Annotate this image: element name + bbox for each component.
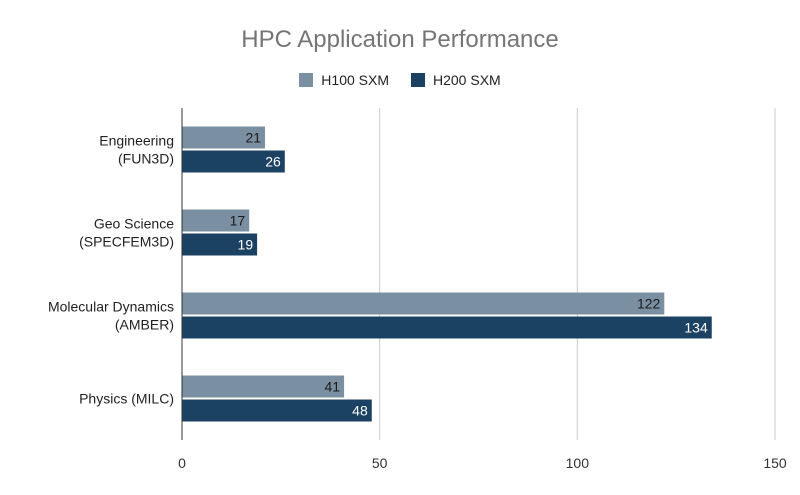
data-label-h200-1: 19 <box>238 237 254 253</box>
x-tick-label-3: 150 <box>763 455 787 471</box>
data-label-h100-1: 17 <box>230 213 246 229</box>
legend-label-h200: H200 SXM <box>433 72 501 88</box>
legend-item-h100: H100 SXM <box>299 72 389 88</box>
x-tick-label-2: 100 <box>566 455 590 471</box>
x-tick-label-0: 0 <box>178 455 186 471</box>
bar-h200-1 <box>182 233 258 256</box>
bar-h200-0 <box>182 150 285 173</box>
category-label-2-1: (AMBER) <box>115 317 174 333</box>
chart-title: HPC Application Performance <box>241 26 559 53</box>
data-label-h200-2: 134 <box>684 320 708 336</box>
data-label-h200-3: 48 <box>352 403 368 419</box>
category-label-1-0: Geo Science <box>94 216 174 232</box>
bar-h100-3 <box>182 375 345 398</box>
category-label-1-1: (SPECFEM3D) <box>79 234 174 250</box>
category-label-0-1: (FUN3D) <box>118 151 174 167</box>
legend-item-h200: H200 SXM <box>411 72 501 88</box>
bar-h200-2 <box>182 316 712 339</box>
legend-label-h100: H100 SXM <box>321 72 389 88</box>
bar-h200-3 <box>182 399 372 422</box>
data-label-h200-0: 26 <box>265 154 281 170</box>
category-label-0-0: Engineering <box>99 133 174 149</box>
legend: H100 SXM H200 SXM <box>0 72 800 88</box>
legend-swatch-h200 <box>411 73 425 87</box>
legend-swatch-h100 <box>299 73 314 87</box>
data-label-h100-0: 21 <box>245 130 261 146</box>
bar-h100-0 <box>182 126 266 149</box>
data-label-h100-2: 122 <box>637 296 661 312</box>
category-label-2-0: Molecular Dynamics <box>48 299 174 315</box>
data-label-h100-3: 41 <box>325 379 341 395</box>
bar-h100-2 <box>182 292 665 315</box>
x-tick-label-1: 50 <box>372 455 388 471</box>
category-label-3-0: Physics (MILC) <box>79 391 174 407</box>
bar-h100-1 <box>182 209 250 232</box>
